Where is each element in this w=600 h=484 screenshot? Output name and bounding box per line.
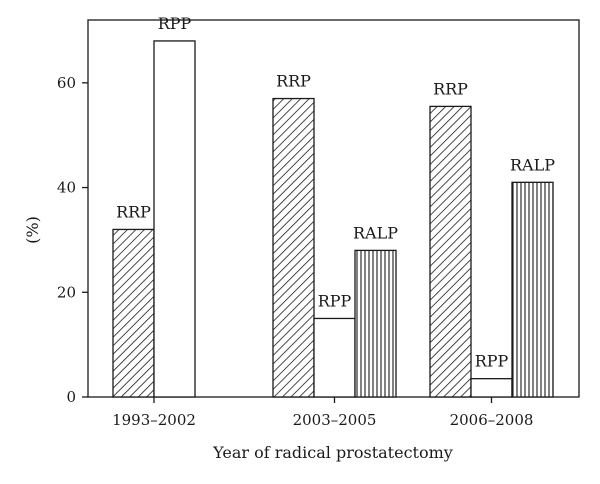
bar-rrp xyxy=(429,105,472,398)
y-tick-label: 40 xyxy=(57,179,76,197)
bar-label-ralp: RALP xyxy=(353,223,398,242)
x-axis-ticks: 1993–2002 2003–2005 2006–2008 xyxy=(112,397,533,429)
x-tick-label: 1993–2002 xyxy=(112,411,196,429)
bar-label-rpp: RPP xyxy=(475,352,509,371)
bar-label-rrp: RRP xyxy=(116,202,151,221)
bar-label-rpp: RPP xyxy=(318,291,352,310)
bar-rpp xyxy=(153,40,196,398)
x-axis-title: Year of radical prostatectomy xyxy=(212,443,453,462)
bar-rpp xyxy=(470,378,513,398)
y-tick-label: 0 xyxy=(66,388,76,406)
bar-rpp xyxy=(313,317,356,398)
y-axis-ticks: 0 20 40 60 xyxy=(57,74,88,406)
bar-label-rrp: RRP xyxy=(276,72,311,91)
bar-ralp xyxy=(354,249,397,398)
x-tick-label: 2003–2005 xyxy=(293,411,377,429)
y-tick-label: 20 xyxy=(57,283,76,301)
bar-label-rrp: RRP xyxy=(433,79,468,98)
bars-layer: RRP RPP RRP RPP RALP RRP RPP RALP xyxy=(112,14,555,398)
y-tick-label: 60 xyxy=(57,74,76,92)
x-tick-label: 2006–2008 xyxy=(450,411,534,429)
y-axis-title: (%) xyxy=(23,216,42,244)
bar-label-ralp: RALP xyxy=(510,155,555,174)
bar-rrp xyxy=(272,97,315,398)
bar-ralp xyxy=(511,181,554,398)
bar-rrp xyxy=(112,228,155,398)
bar-label-rpp: RPP xyxy=(158,14,192,33)
